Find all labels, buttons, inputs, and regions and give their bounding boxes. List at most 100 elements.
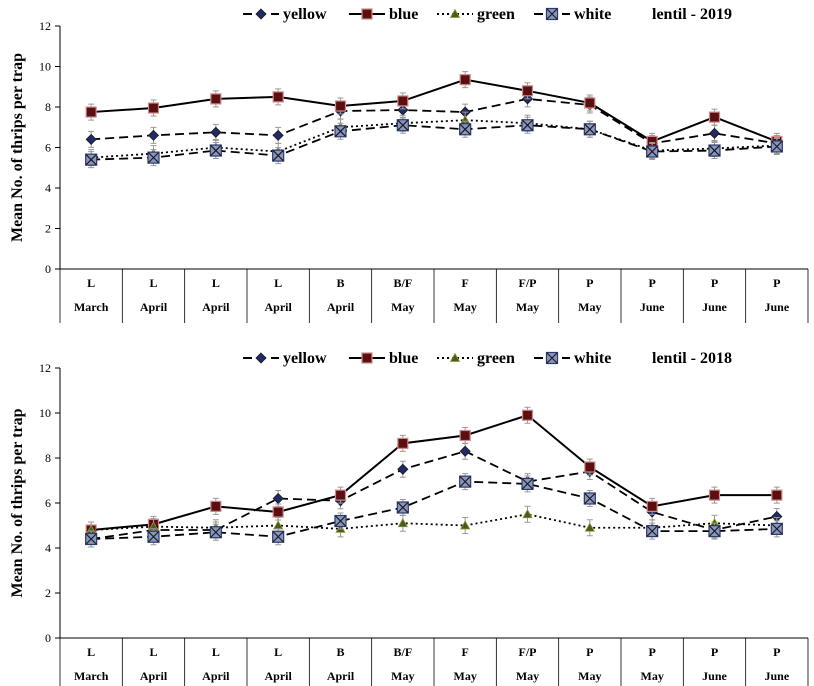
- point-white: [521, 477, 534, 490]
- point-blue: [521, 409, 534, 421]
- line-yellow: [91, 97, 777, 145]
- x-month-label: June: [702, 669, 727, 683]
- x-month-label: April: [140, 300, 168, 314]
- point-white: [521, 119, 534, 132]
- x-category-label: L: [87, 276, 95, 290]
- point-blue: [210, 500, 222, 512]
- x-month-label: June: [640, 300, 665, 314]
- legend-label-green: green: [477, 350, 515, 367]
- point-blue: [646, 500, 658, 512]
- point-green: [522, 508, 533, 519]
- line-blue: [91, 78, 778, 143]
- chart-title: lentil - 2019: [652, 6, 732, 23]
- y-tick-label: 6: [45, 496, 51, 510]
- point-yellow: [272, 492, 284, 505]
- x-month-label: May: [578, 300, 601, 314]
- x-category-label: L: [87, 645, 95, 659]
- x-category-label: B/F: [393, 645, 412, 659]
- point-blue: [334, 100, 347, 112]
- point-blue: [334, 489, 347, 501]
- x-month-label: May: [391, 669, 414, 683]
- point-white: [334, 514, 347, 528]
- y-axis-label: Mean No. of thrips per trap: [9, 53, 26, 242]
- point-yellow: [708, 127, 721, 139]
- x-month-label: March: [74, 300, 109, 314]
- point-green: [397, 517, 409, 528]
- x-category-label: P: [586, 276, 593, 290]
- point-white: [459, 123, 472, 136]
- point-white: [459, 475, 472, 488]
- point-blue: [771, 489, 783, 501]
- point-green: [584, 522, 596, 532]
- point-white: [147, 530, 160, 543]
- legend-marker-yellow: [255, 352, 267, 364]
- x-month-label: April: [264, 300, 292, 314]
- point-blue: [708, 111, 721, 123]
- x-category-label: L: [149, 645, 157, 659]
- y-tick-label: 8: [45, 100, 51, 114]
- point-white: [85, 532, 98, 546]
- x-category-label: L: [274, 276, 282, 290]
- x-month-label: June: [764, 300, 789, 314]
- x-category-label: P: [648, 276, 655, 290]
- series-yellow: [85, 90, 783, 152]
- legend-marker-yellow: [255, 8, 267, 20]
- x-category-label: P: [773, 645, 780, 659]
- point-white: [646, 525, 659, 538]
- point-blue: [397, 437, 409, 449]
- x-category-label: F: [461, 645, 468, 659]
- x-category-label: L: [212, 276, 220, 290]
- x-category-label: B: [336, 276, 344, 290]
- series-white: [85, 116, 783, 169]
- legend-marker-blue: [361, 8, 373, 20]
- x-month-label: May: [516, 669, 539, 683]
- x-month-label: May: [516, 300, 539, 314]
- point-white: [272, 530, 285, 543]
- line-green: [91, 119, 777, 159]
- chart-panel-2: 0 2 4 6 8 10 12 L March L April L April L April B April B…: [9, 350, 809, 686]
- x-month-label: June: [764, 669, 789, 683]
- point-blue: [584, 97, 596, 109]
- x-month-label: May: [391, 300, 414, 314]
- x-category-label: F/P: [519, 645, 537, 659]
- point-white: [209, 526, 222, 539]
- x-month-label: April: [140, 669, 168, 683]
- point-yellow: [459, 445, 471, 457]
- x-category-label: F/P: [519, 276, 537, 290]
- point-white: [708, 525, 721, 538]
- legend-label-blue: blue: [389, 6, 418, 23]
- legend-marker-blue: [361, 352, 373, 364]
- point-blue: [708, 489, 721, 501]
- point-white: [583, 492, 596, 505]
- x-month-label: April: [202, 300, 230, 314]
- line-white: [91, 480, 777, 540]
- legend-marker-white: [545, 7, 559, 21]
- legend-marker-green: [449, 352, 461, 362]
- point-white: [396, 119, 409, 132]
- point-white: [646, 145, 659, 158]
- y-tick-label: 10: [39, 406, 51, 420]
- line-blue: [91, 414, 777, 531]
- x-category-label: P: [711, 276, 718, 290]
- legend-label-yellow: yellow: [283, 350, 327, 367]
- point-green: [459, 520, 471, 530]
- y-tick-label: 10: [39, 60, 51, 74]
- chart-panel-1: 0 2 4 6 8 10 12 L March L April L April L April B April B…: [9, 6, 809, 323]
- legend-label-white: white: [574, 350, 611, 367]
- point-white: [583, 123, 596, 136]
- x-month-label: May: [454, 300, 477, 314]
- x-category-label: L: [149, 276, 157, 290]
- legend-label-blue: blue: [389, 350, 418, 367]
- y-tick-label: 12: [39, 19, 51, 33]
- y-tick-label: 0: [45, 631, 51, 645]
- line-yellow: [91, 450, 778, 540]
- point-white: [708, 144, 721, 157]
- legend-label-white: white: [574, 6, 611, 23]
- x-category-label: L: [212, 645, 220, 659]
- point-blue: [147, 102, 160, 114]
- legend: yellow blue green white: [243, 6, 611, 23]
- x-category-label: P: [586, 645, 593, 659]
- y-tick-label: 4: [45, 541, 51, 555]
- point-blue: [584, 461, 596, 473]
